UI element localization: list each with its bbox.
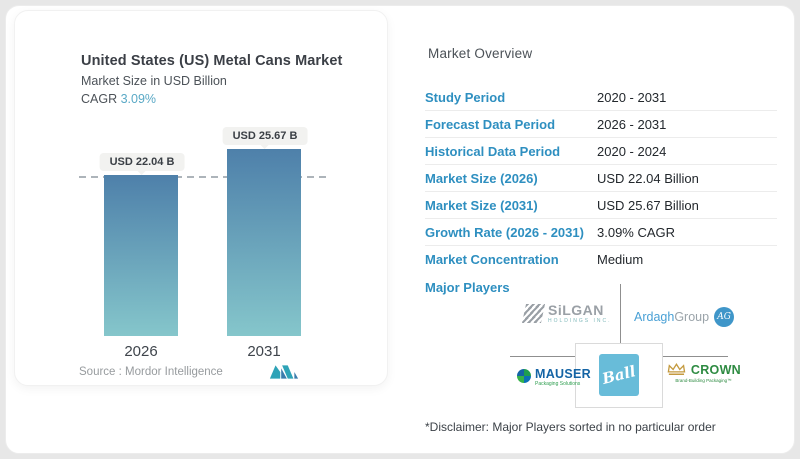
major-players-label: Major Players [425, 280, 510, 295]
table-row: Market Size (2026) USD 22.04 Billion [425, 165, 777, 192]
mauser-subtext: Packaging Solutions [535, 381, 581, 387]
cagr-value: 3.09% [120, 92, 157, 106]
table-row: Study Period 2020 - 2031 [425, 84, 777, 111]
bar-2031 [227, 149, 301, 336]
ardagh-monogram-icon: AG [714, 307, 735, 327]
row-label: Growth Rate (2026 - 2031) [425, 224, 584, 240]
mordor-intelligence-logo-icon [269, 365, 299, 379]
source-label: Source : [79, 366, 126, 378]
chart-cagr: CAGR 3.09% [81, 92, 156, 106]
row-label: Market Size (2026) [425, 170, 538, 186]
chart-title: United States (US) Metal Cans Market [81, 53, 343, 69]
row-label: Study Period [425, 89, 506, 105]
ardagh-group-text: Group [674, 310, 710, 324]
bar-value-label-2031: USD 25.67 B [222, 127, 308, 145]
row-label: Forecast Data Period [425, 116, 556, 132]
row-value: 2020 - 2031 [597, 89, 667, 105]
row-value: Medium [597, 252, 644, 267]
table-row: Growth Rate (2026 - 2031) 3.09% CAGR [425, 219, 777, 246]
crown-subtext: Brand-Building Packaging™ [675, 378, 732, 383]
table-row: Market Size (2031) USD 25.67 Billion [425, 192, 777, 219]
ardagh-name: Ardagh [634, 310, 675, 324]
row-value: USD 25.67 Billion [597, 197, 699, 213]
crown-logo: CROWN Brand-Building Packaging™ [666, 362, 741, 383]
mauser-globe-icon [517, 369, 531, 383]
crown-icon [667, 363, 686, 376]
mauser-logo: MAUSER Packaging Solutions [517, 368, 591, 387]
x-axis-label-2031: 2031 [247, 343, 281, 360]
silgan-logo: SiLGAN HOLDINGS INC. [521, 302, 612, 324]
overview-title: Market Overview [428, 46, 533, 61]
ball-script-text: Ball [600, 362, 638, 388]
silgan-name: SiLGAN [548, 302, 604, 318]
silgan-subtext: HOLDINGS INC. [548, 318, 612, 324]
disclaimer-text: *Disclaimer: Major Players sorted in no … [425, 420, 716, 434]
players-divider-vertical [620, 284, 621, 343]
reference-dashed-line [79, 176, 328, 178]
chart-subtitle: Market Size in USD Billion [81, 74, 227, 88]
cagr-label: CAGR [81, 92, 121, 106]
market-size-chart-card: United States (US) Metal Cans Market Mar… [14, 10, 388, 386]
row-value: USD 22.04 Billion [597, 170, 699, 186]
row-value: 2026 - 2031 [597, 116, 667, 132]
ardagh-group-logo: ArdaghGroup AG [634, 307, 735, 327]
row-value: 2020 - 2024 [597, 143, 667, 159]
crown-name: CROWN [690, 362, 741, 377]
row-value: 3.09% CAGR [597, 224, 676, 240]
row-label: Historical Data Period [425, 143, 561, 159]
silgan-stripes-icon [521, 303, 546, 323]
source-value: Mordor Intelligence [125, 366, 223, 378]
row-label: Market Size (2031) [425, 197, 538, 213]
row-label: Market Concentration [425, 252, 559, 267]
ball-logo: Ball [599, 354, 639, 396]
source-attribution: Source : Mordor Intelligence [79, 366, 223, 378]
overview-table: Study Period 2020 - 2031 Forecast Data Pe… [425, 84, 777, 273]
table-row: Historical Data Period 2020 - 2024 [425, 138, 777, 165]
table-row: Market Concentration Medium [425, 246, 777, 273]
bar-2026 [104, 175, 178, 336]
table-row: Forecast Data Period 2026 - 2031 [425, 111, 777, 138]
x-axis-label-2026: 2026 [124, 343, 158, 360]
bar-value-label-2026: USD 22.04 B [99, 153, 185, 171]
mauser-name: MAUSER [535, 367, 591, 381]
